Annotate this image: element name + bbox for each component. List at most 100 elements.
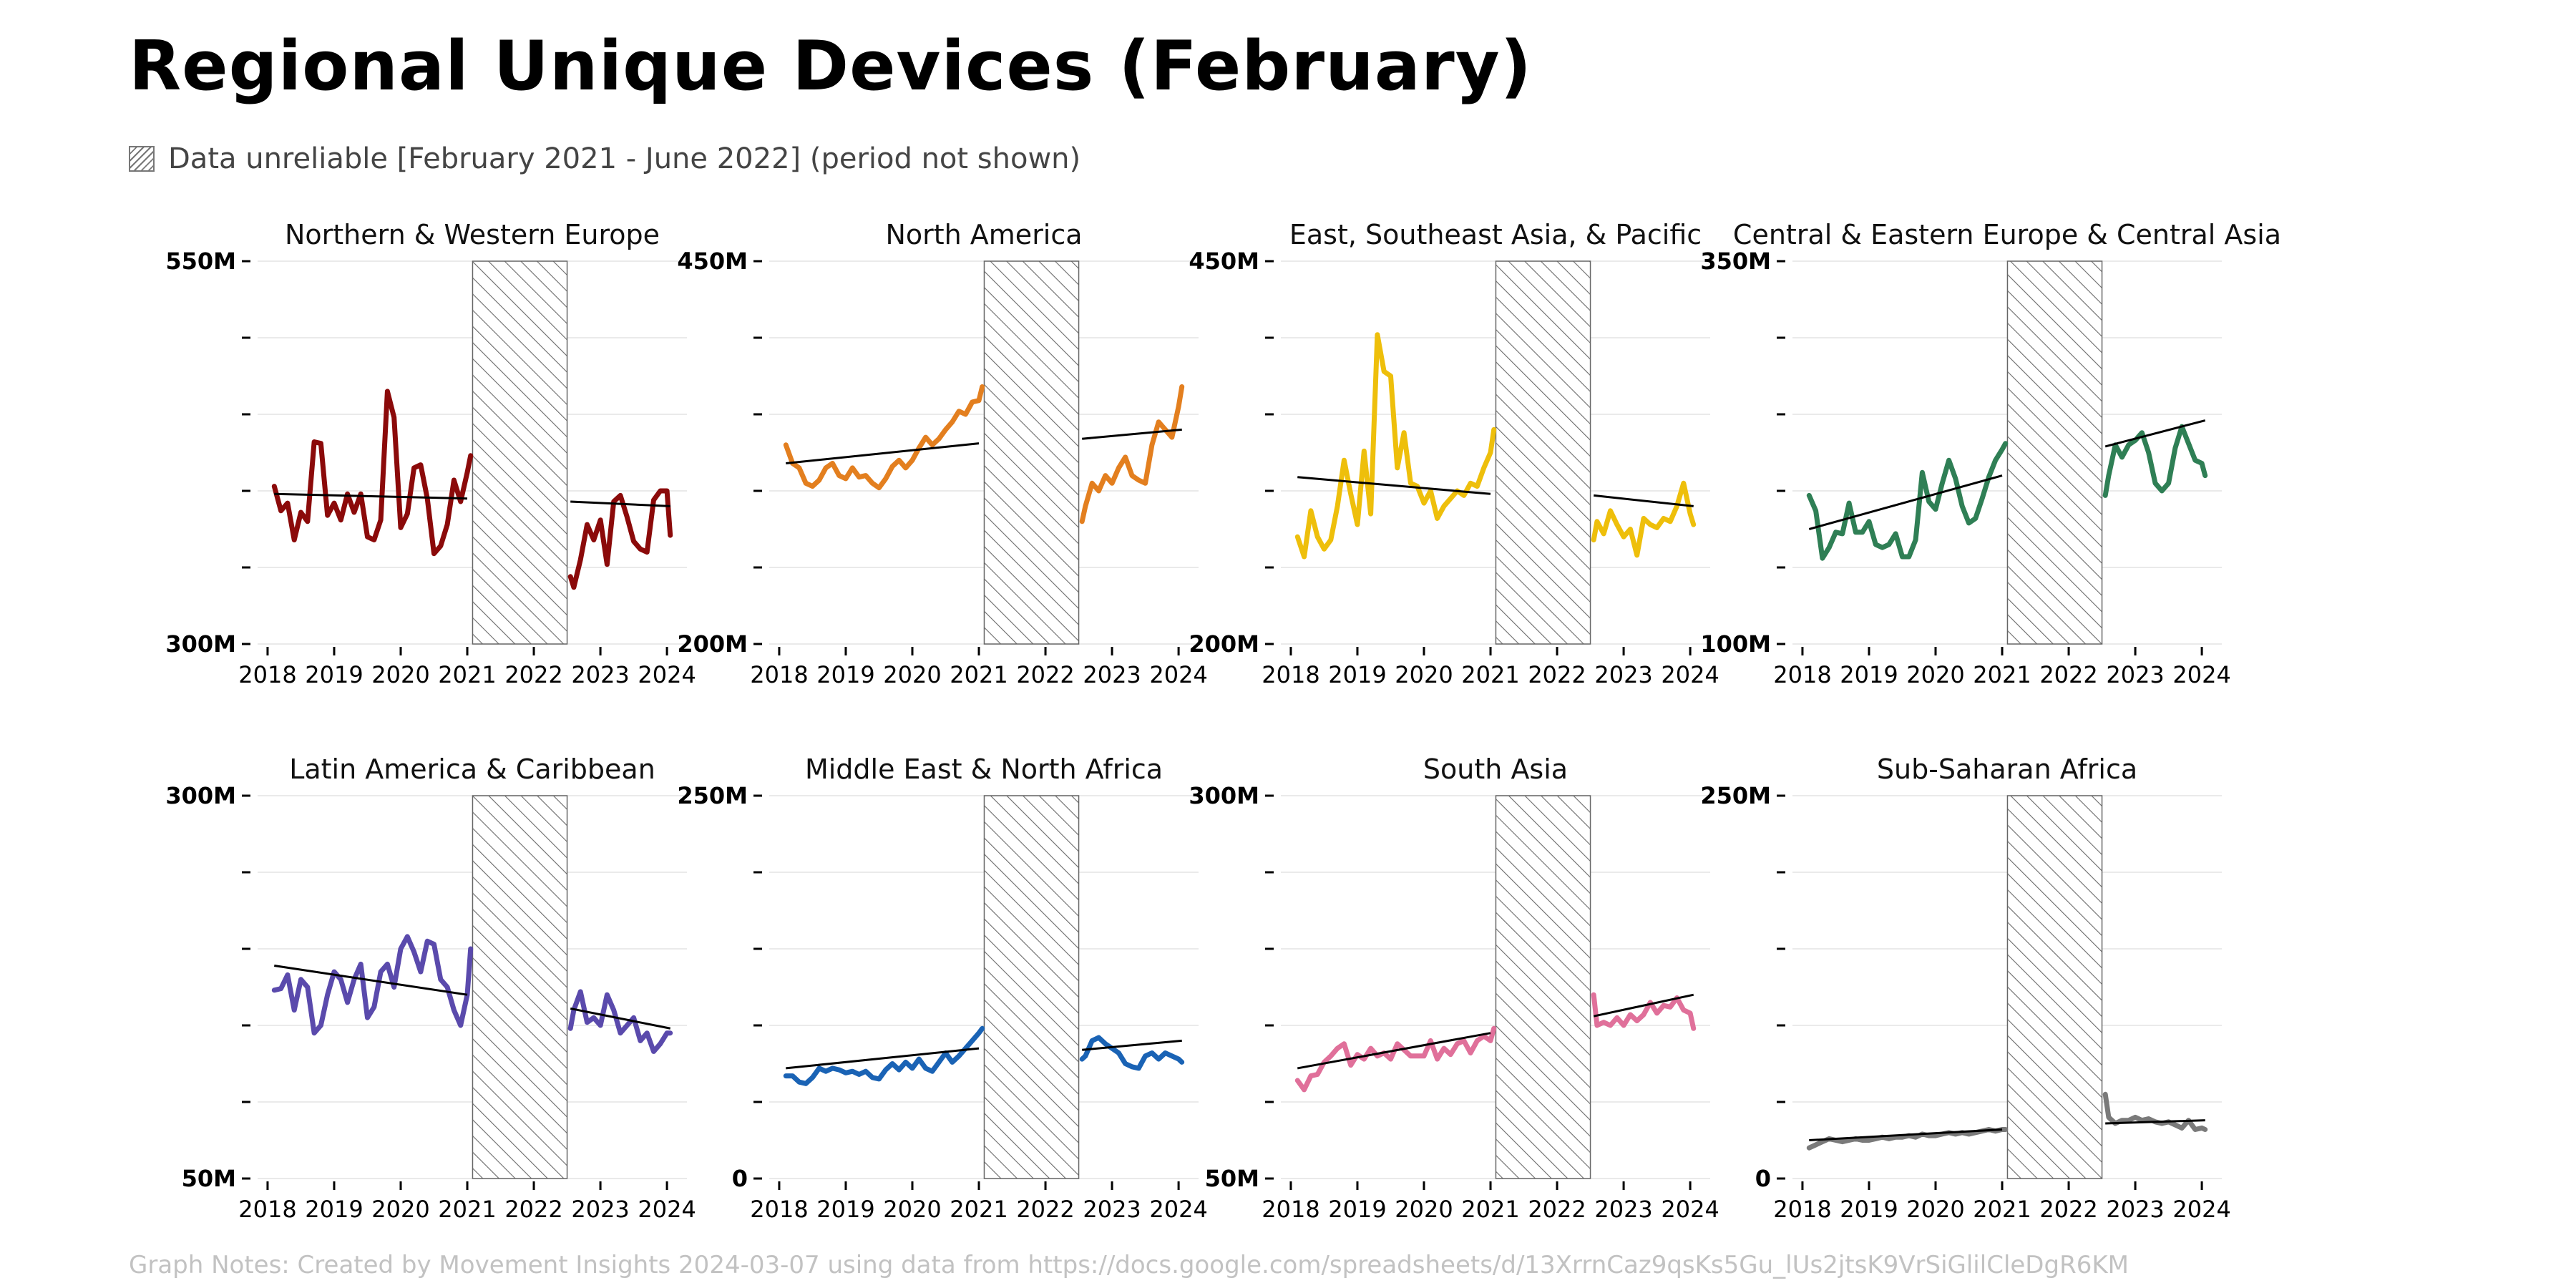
data-point [379,970,382,973]
data-point [633,540,635,543]
data-point [1322,547,1325,550]
data-point [466,471,469,474]
trend-line-pre [1297,476,1491,495]
data-point [439,978,442,981]
data-point [1356,1053,1359,1056]
data-point [838,1068,841,1071]
data-point [669,1032,672,1035]
x-tick-label-2022: 2022 [504,1196,562,1223]
data-point [1124,1063,1127,1065]
data-point [957,410,960,413]
data-point [937,437,940,440]
data-point [1084,1055,1087,1058]
data-point [1807,494,1810,497]
x-tick-label-2019: 2019 [816,1196,874,1223]
data-point [1928,500,1931,503]
data-point [1961,504,1963,507]
data-point [1848,502,1850,504]
data-point [1104,474,1107,477]
data-point [877,1078,880,1080]
data-point [1396,467,1399,469]
x-tick-label-2023: 2023 [1083,1196,1141,1223]
data-point [1682,1009,1685,1012]
data-point [339,978,342,981]
data-point [1080,520,1083,523]
data-point [2120,456,2123,459]
x-tick-label-2021: 2021 [1461,661,1519,688]
data-point [1181,1060,1184,1063]
data-point [299,978,302,981]
data-point [1692,523,1695,526]
page-title: Regional Unique Devices (February) [129,27,1533,106]
data-point [1609,509,1611,512]
data-point [2180,1126,2183,1129]
data-point [891,1063,894,1065]
data-point [1602,1021,1605,1024]
data-point [1177,405,1180,408]
data-point [931,1070,934,1073]
data-point [858,476,861,479]
data-point [2194,1128,2197,1131]
x-tick-label-2020: 2020 [1906,1196,1964,1223]
data-point [1409,482,1412,484]
data-point [1841,532,1844,535]
data-point [1974,517,1977,520]
data-point [964,413,967,416]
data-point [1914,538,1917,541]
data-point [2107,474,2110,477]
series-line-middle-east-north-africa-post [1079,1035,1185,1071]
data-point [2204,474,2207,477]
data-point [2194,459,2197,462]
data-point [426,940,429,942]
data-point [313,441,316,444]
data-point [579,558,582,561]
data-point [1151,1052,1153,1055]
series-line-sub-saharan-africa-post [2102,1091,2208,1132]
data-point [326,993,329,996]
data-point [599,519,602,522]
x-tick-label-2018: 2018 [750,661,808,688]
data-point [665,489,668,492]
data-point [897,1068,900,1071]
data-point [1629,528,1631,531]
data-point [1493,1027,1496,1030]
x-tick-label-2023: 2023 [1594,1196,1652,1223]
data-point [2154,482,2157,484]
data-point [791,1075,794,1078]
data-point [1616,1016,1619,1019]
x-tick-label-2020: 2020 [371,1196,429,1223]
panel-title: Sub-Saharan Africa [1877,753,2137,785]
x-tick-label-2023: 2023 [1594,661,1652,688]
x-tick-label-2021: 2021 [1461,1196,1519,1223]
data-point [366,1016,369,1019]
data-point [1350,492,1352,495]
data-point [639,1039,642,1042]
trend-line-post [1082,1039,1182,1051]
trend-line-pre [1297,1032,1491,1070]
data-point [379,519,382,522]
data-point [2147,1118,2150,1121]
data-point [652,499,655,502]
y-tick-label-max: 350M [1700,248,1771,275]
data-point [1881,546,1884,549]
data-point [1336,504,1339,507]
data-point [2104,1093,2107,1096]
data-point [1981,497,1984,500]
data-point [844,477,847,480]
data-point [406,935,409,938]
x-tick-label-2020: 2020 [371,661,429,688]
data-point [1316,535,1319,538]
data-point [1362,449,1365,452]
data-point [1834,531,1837,534]
data-point [811,1076,814,1079]
data-point [1469,1052,1472,1055]
data-point [2200,1126,2203,1129]
data-point [339,519,342,522]
data-point [1934,508,1937,511]
data-point [669,534,672,537]
unreliable-period-band [983,260,1080,645]
data-point [1429,1039,1432,1042]
data-point [1416,1055,1419,1058]
data-point [838,474,841,477]
